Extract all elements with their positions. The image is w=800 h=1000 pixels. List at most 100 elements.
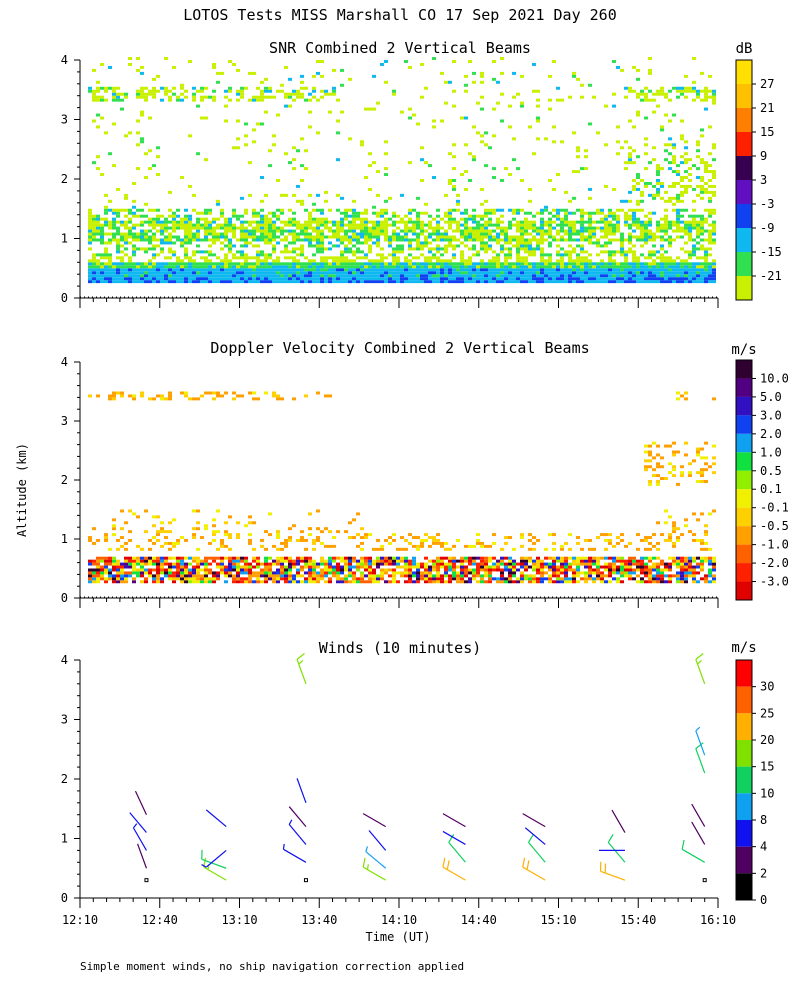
snr-cell xyxy=(664,113,668,117)
snr-cell xyxy=(280,250,284,254)
snr-cell xyxy=(588,187,592,191)
doppler-cell xyxy=(392,568,396,572)
snr-cell xyxy=(104,250,108,254)
snr-cell xyxy=(232,146,236,150)
snr-cell xyxy=(660,247,664,251)
doppler-cell xyxy=(312,559,316,563)
doppler-cell xyxy=(204,568,208,572)
snr-cell xyxy=(320,280,324,284)
doppler-cell xyxy=(156,577,160,581)
doppler-cell xyxy=(408,565,412,569)
snr-cell xyxy=(388,217,392,221)
snr-cell xyxy=(628,271,632,275)
doppler-cell xyxy=(144,559,148,563)
snr-cell xyxy=(232,280,236,284)
snr-cell xyxy=(416,223,420,227)
snr-cell xyxy=(176,223,180,227)
snr-cell xyxy=(236,68,240,72)
snr-cell xyxy=(156,253,160,257)
doppler-cell xyxy=(248,580,252,584)
snr-cell xyxy=(664,95,668,99)
doppler-cell xyxy=(216,547,220,551)
doppler-cell xyxy=(156,533,160,537)
doppler-cell xyxy=(452,574,456,578)
snr-cell xyxy=(712,190,716,194)
snr-cell xyxy=(248,229,252,233)
snr-cell xyxy=(416,214,420,218)
snr-cell xyxy=(584,229,588,233)
snr-cell xyxy=(700,238,704,242)
snr-cell xyxy=(112,274,116,278)
doppler-cell xyxy=(600,533,604,537)
snr-cell xyxy=(156,146,160,150)
doppler-cell xyxy=(604,580,608,584)
snr-cell xyxy=(88,235,92,239)
doppler-cell xyxy=(276,580,280,584)
snr-cell xyxy=(620,199,624,203)
snr-cell xyxy=(300,271,304,275)
snr-cell xyxy=(340,238,344,242)
snr-cell xyxy=(580,223,584,227)
snr-cell xyxy=(276,214,280,218)
snr-cell xyxy=(148,220,152,224)
doppler-cell xyxy=(252,397,256,401)
snr-cell xyxy=(356,223,360,227)
snr-cell xyxy=(368,274,372,278)
snr-cell xyxy=(292,193,296,197)
snr-cell xyxy=(256,280,260,284)
doppler-cell xyxy=(156,515,160,519)
snr-cell xyxy=(384,60,388,63)
snr-cell xyxy=(640,220,644,224)
snr-cell xyxy=(124,208,128,212)
snr-cell xyxy=(180,265,184,269)
snr-cell xyxy=(204,223,208,227)
snr-cell xyxy=(236,137,240,141)
snr-cell xyxy=(512,211,516,215)
snr-cell xyxy=(680,247,684,251)
snr-cell xyxy=(708,247,712,251)
doppler-cell xyxy=(288,562,292,566)
snr-cell xyxy=(296,223,300,227)
snr-cell xyxy=(708,268,712,272)
doppler-cell xyxy=(436,533,440,537)
snr-cell xyxy=(660,167,664,171)
snr-cell xyxy=(292,268,296,272)
snr-cell xyxy=(616,277,620,281)
snr-cell xyxy=(536,116,540,120)
snr-cell xyxy=(648,235,652,239)
doppler-cell xyxy=(504,577,508,581)
snr-cell xyxy=(592,226,596,230)
snr-cell xyxy=(516,277,520,281)
doppler-cell xyxy=(248,574,252,578)
snr-cell xyxy=(268,95,272,99)
snr-cell xyxy=(436,277,440,281)
snr-cell xyxy=(512,280,516,284)
snr-cell xyxy=(460,268,464,272)
doppler-cell xyxy=(636,562,640,566)
snr-cell xyxy=(548,235,552,239)
snr-cell xyxy=(152,262,156,266)
doppler-cell xyxy=(584,539,588,542)
snr-cell xyxy=(268,220,272,224)
snr-cell xyxy=(356,241,360,245)
doppler-cell xyxy=(480,556,484,560)
snr-cell xyxy=(256,238,260,242)
snr-cell xyxy=(412,268,416,272)
snr-cell xyxy=(512,137,516,141)
snr-cell xyxy=(572,74,576,78)
doppler-cell xyxy=(648,565,652,569)
snr-cell xyxy=(700,277,704,281)
doppler-cell xyxy=(168,568,172,572)
doppler-cell xyxy=(588,559,592,563)
snr-cell xyxy=(592,268,596,272)
snr-cell xyxy=(152,265,156,269)
snr-cell xyxy=(644,184,648,188)
doppler-cell xyxy=(400,556,404,560)
snr-cell xyxy=(376,170,380,174)
doppler-cell xyxy=(344,559,348,563)
snr-cell xyxy=(440,235,444,239)
doppler-cell xyxy=(452,568,456,572)
snr-cell xyxy=(488,229,492,233)
snr-cell xyxy=(428,164,432,168)
snr-cell xyxy=(160,280,164,284)
